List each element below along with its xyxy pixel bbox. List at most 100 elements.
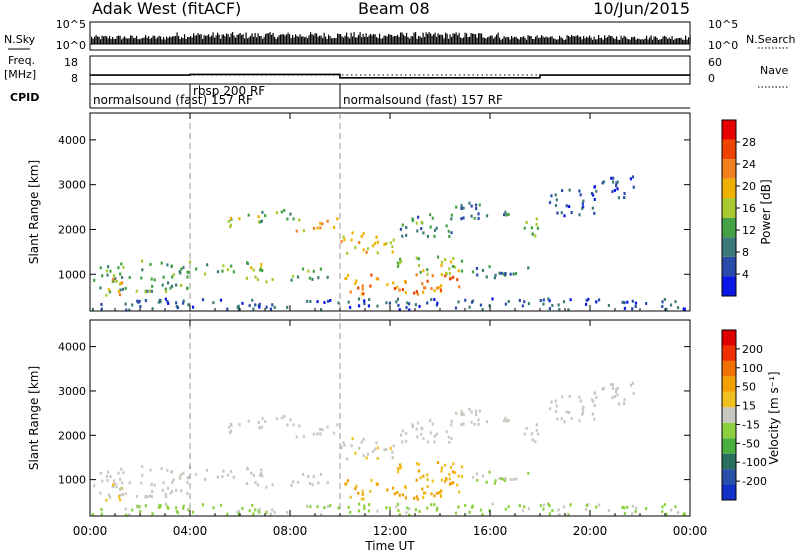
velocity-cell xyxy=(326,504,330,508)
nsky-bar xyxy=(308,35,310,44)
colorbar-cell xyxy=(722,256,736,277)
power-cell xyxy=(611,180,615,184)
velocity-cell xyxy=(426,506,429,510)
velocity-cell xyxy=(191,510,195,514)
power-cell xyxy=(237,304,240,308)
nsky-bar xyxy=(605,37,607,44)
velocity-cell xyxy=(140,481,143,485)
velocity-cell xyxy=(405,431,408,435)
cpid-segment-label: normalsound (fast) 157 RF xyxy=(93,93,253,107)
colorbar-tick-label: 50 xyxy=(742,381,756,394)
velocity-cell xyxy=(445,477,448,481)
power-cell xyxy=(426,272,429,276)
velocity-cell xyxy=(477,422,480,426)
nsky-bar xyxy=(445,32,447,44)
power-cell xyxy=(581,205,585,209)
power-cell xyxy=(141,259,144,263)
velocity-cell xyxy=(422,437,425,441)
nsky-bar xyxy=(539,37,541,44)
velocity-cell xyxy=(514,477,518,481)
power-cell xyxy=(527,302,531,306)
power-cell xyxy=(470,204,473,208)
power-cell xyxy=(164,290,168,294)
power-cell xyxy=(523,300,526,304)
velocity-cell xyxy=(174,488,178,492)
velocity-cell xyxy=(435,432,438,436)
nsky-bar xyxy=(364,36,366,44)
nsky-bar xyxy=(340,34,342,44)
nsky-bar xyxy=(517,38,519,44)
power-cell xyxy=(237,307,240,311)
power-cell xyxy=(455,205,458,209)
velocity-cell xyxy=(100,508,103,512)
power-cell xyxy=(312,269,315,273)
power-cell xyxy=(623,191,626,195)
nsky-bar xyxy=(560,37,562,44)
power-cell xyxy=(176,306,180,310)
power-cell xyxy=(319,221,322,225)
nsky-bar xyxy=(115,38,117,44)
power-cell xyxy=(136,299,139,303)
nsky-bar xyxy=(367,36,369,44)
nsky-bar xyxy=(637,38,639,44)
velocity-cell xyxy=(477,418,480,422)
colorbar-cell xyxy=(722,178,736,199)
nsky-bar xyxy=(394,35,396,44)
power-cell xyxy=(286,217,289,221)
velocity-cell xyxy=(396,502,400,506)
power-cell xyxy=(219,298,223,302)
nsky-bar xyxy=(545,36,547,44)
nsky-bar xyxy=(496,34,498,44)
power-cell xyxy=(309,300,312,304)
velocity-cell xyxy=(169,491,172,495)
power-cell xyxy=(261,269,264,273)
power-cell xyxy=(398,288,401,292)
power-cell xyxy=(433,289,436,293)
velocity-cell xyxy=(346,457,349,461)
velocity-cell xyxy=(634,506,638,510)
velocity-panel-frame xyxy=(89,319,691,517)
power-cell xyxy=(396,285,399,289)
velocity-cell xyxy=(229,422,232,426)
velocity-cell xyxy=(308,481,312,485)
power-cell xyxy=(115,279,118,283)
velocity-cell xyxy=(420,426,423,430)
nsky-bar xyxy=(640,39,642,44)
power-cell xyxy=(631,307,634,311)
velocity-cell xyxy=(401,440,404,444)
colorbar-cell xyxy=(722,484,736,500)
nsky-bar xyxy=(154,35,156,44)
velocity-cell xyxy=(502,477,505,481)
nsky-bar xyxy=(302,36,304,44)
power-cell xyxy=(351,231,354,235)
nsky-bar xyxy=(128,38,130,44)
nsky-bar xyxy=(313,35,315,44)
velocity-cell xyxy=(433,440,436,444)
velocity-ylabel: Slant Range [km] xyxy=(27,366,41,470)
velocity-cell xyxy=(401,493,405,497)
nsky-bar xyxy=(335,38,337,44)
nsky-bar xyxy=(446,33,448,44)
velocity-cell xyxy=(518,504,521,508)
velocity-cell xyxy=(229,429,233,433)
velocity-cell xyxy=(149,494,152,498)
nsky-bar xyxy=(211,35,213,44)
velocity-cell xyxy=(413,496,416,500)
nsky-bar xyxy=(448,38,450,44)
nsky-bar xyxy=(347,36,349,44)
velocity-cell xyxy=(186,480,189,484)
nsky-bar xyxy=(433,34,435,44)
power-cell xyxy=(562,300,566,304)
nsky-bar xyxy=(107,38,109,44)
nsky-bar xyxy=(269,32,271,44)
velocity-cell xyxy=(448,482,452,486)
nsky-bar xyxy=(676,38,678,44)
velocity-cell xyxy=(312,432,316,436)
nsky-bar xyxy=(170,37,172,44)
power-cell xyxy=(226,307,229,311)
nsky-bar xyxy=(641,39,643,44)
power-cell xyxy=(477,212,480,216)
velocity-cell xyxy=(393,492,397,496)
velocity-cell xyxy=(146,495,149,499)
velocity-cell xyxy=(237,512,240,516)
